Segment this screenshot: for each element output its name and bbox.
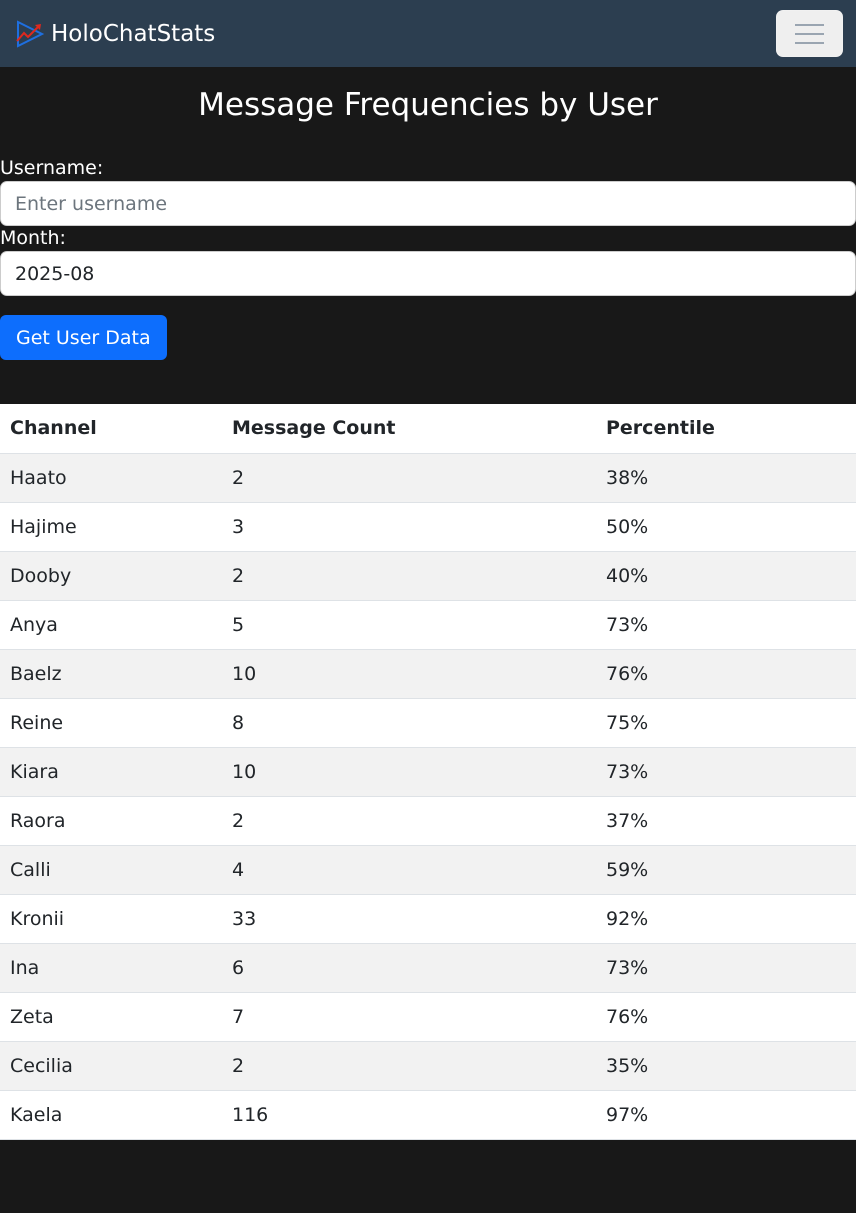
percentile-cell: 75% — [596, 698, 856, 748]
channel-cell: Baelz — [0, 649, 222, 699]
channel-cell: Calli — [0, 845, 222, 895]
percentile-cell: 97% — [596, 1090, 856, 1140]
month-label: Month: — [0, 227, 66, 249]
table-row: Baelz 10 76% — [0, 649, 856, 699]
hamburger-icon — [795, 23, 824, 26]
page-title: Message Frequencies by User — [198, 87, 658, 123]
message-count-cell: 6 — [222, 943, 596, 993]
table-row: Kiara 10 73% — [0, 747, 856, 797]
navbar: HoloChatStats — [0, 0, 856, 67]
message-count-cell: 10 — [222, 649, 596, 699]
logo-icon — [16, 19, 45, 48]
message-count-cell: 3 — [222, 502, 596, 552]
percentile-cell: 73% — [596, 943, 856, 993]
get-user-data-button[interactable]: Get User Data — [0, 315, 167, 360]
table-row: Calli 4 59% — [0, 845, 856, 895]
message-count-cell: 2 — [222, 1041, 596, 1091]
message-count-cell: 33 — [222, 894, 596, 944]
menu-toggle-button[interactable] — [776, 10, 843, 57]
percentile-cell: 76% — [596, 649, 856, 699]
message-count-cell: 2 — [222, 551, 596, 601]
message-count-cell: 5 — [222, 600, 596, 650]
month-input[interactable]: 2025-08 — [0, 251, 856, 296]
username-label: Username: — [0, 157, 104, 179]
channel-cell: Raora — [0, 796, 222, 846]
table-row: Haato 2 38% — [0, 453, 856, 503]
table-row: Kaela 116 97% — [0, 1090, 856, 1140]
message-count-cell: 2 — [222, 796, 596, 846]
channel-cell: Kronii — [0, 894, 222, 944]
percentile-cell: 73% — [596, 600, 856, 650]
table-row: Anya 5 73% — [0, 600, 856, 650]
channel-cell: Haato — [0, 453, 222, 503]
table-row: Cecilia 2 35% — [0, 1041, 856, 1091]
results-table: Channel Message Count Percentile Haato 2 3… — [0, 404, 856, 1140]
table-row: Ina 6 73% — [0, 943, 856, 993]
channel-cell: Dooby — [0, 551, 222, 601]
message-count-cell: 2 — [222, 453, 596, 503]
percentile-cell: 38% — [596, 453, 856, 503]
table-row: Hajime 3 50% — [0, 502, 856, 552]
column-header-channel: Channel — [0, 404, 222, 454]
message-count-cell: 8 — [222, 698, 596, 748]
channel-cell: Cecilia — [0, 1041, 222, 1091]
user-form: Username: Month: 2025-08 Get User Data — [0, 157, 856, 360]
percentile-cell: 92% — [596, 894, 856, 944]
percentile-cell: 76% — [596, 992, 856, 1042]
table-row: Zeta 7 76% — [0, 992, 856, 1042]
percentile-cell: 73% — [596, 747, 856, 797]
channel-cell: Kaela — [0, 1090, 222, 1140]
channel-cell: Zeta — [0, 992, 222, 1042]
table-row: Kronii 33 92% — [0, 894, 856, 944]
message-count-cell: 4 — [222, 845, 596, 895]
table-row: Dooby 2 40% — [0, 551, 856, 601]
channel-cell: Anya — [0, 600, 222, 650]
channel-cell: Reine — [0, 698, 222, 748]
message-count-cell: 7 — [222, 992, 596, 1042]
message-count-cell: 116 — [222, 1090, 596, 1140]
channel-cell: Kiara — [0, 747, 222, 797]
channel-cell: Hajime — [0, 502, 222, 552]
percentile-cell: 35% — [596, 1041, 856, 1091]
percentile-cell: 37% — [596, 796, 856, 846]
channel-cell: Ina — [0, 943, 222, 993]
table-row: Reine 8 75% — [0, 698, 856, 748]
table-row: Raora 2 37% — [0, 796, 856, 846]
brand-link[interactable]: HoloChatStats — [15, 19, 215, 49]
column-header-message-count: Message Count — [222, 404, 596, 454]
message-count-cell: 10 — [222, 747, 596, 797]
brand-name: HoloChatStats — [51, 20, 216, 47]
username-input[interactable] — [0, 181, 856, 226]
column-header-percentile: Percentile — [596, 404, 856, 454]
percentile-cell: 40% — [596, 551, 856, 601]
percentile-cell: 59% — [596, 845, 856, 895]
percentile-cell: 50% — [596, 502, 856, 552]
